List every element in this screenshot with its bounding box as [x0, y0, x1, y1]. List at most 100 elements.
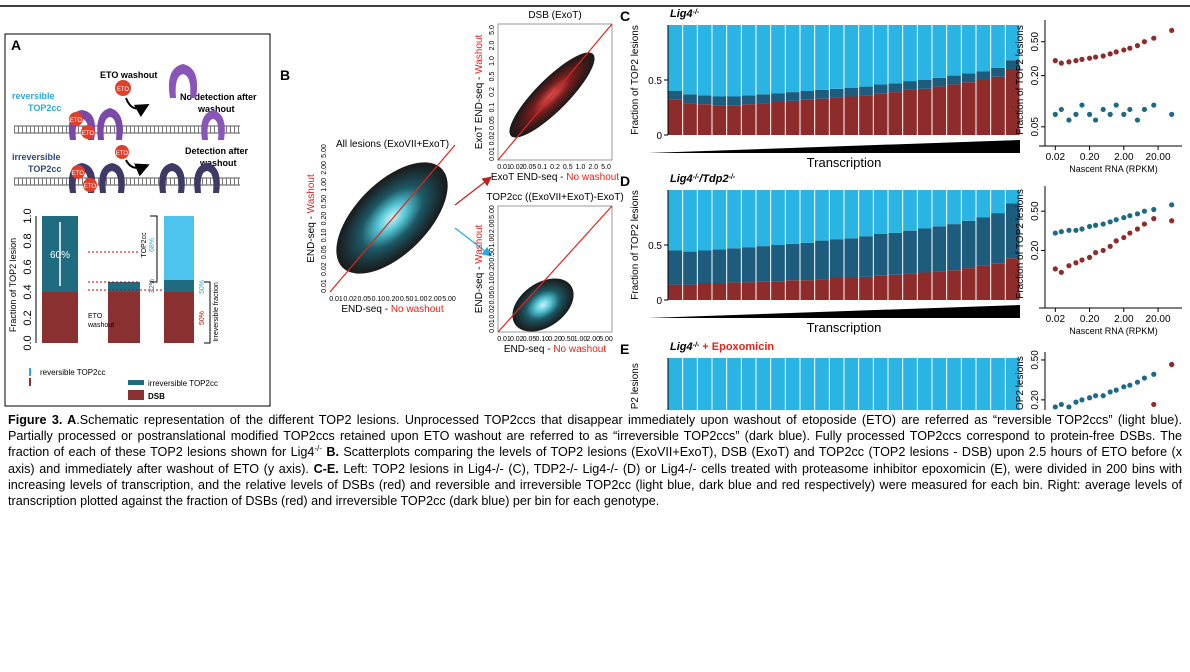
point [1169, 111, 1175, 117]
point [1107, 219, 1113, 225]
point [1127, 213, 1133, 219]
point [1058, 401, 1064, 408]
bar-segment [815, 98, 829, 135]
bar-segment [976, 190, 991, 218]
y-tick-label: 0.50 [1030, 350, 1041, 370]
x-tick-label: 2.00 [1114, 314, 1134, 325]
y-tick-label: 0.5 [648, 241, 662, 252]
y-tick-label: 0.1 [489, 103, 496, 113]
bar-segment [859, 358, 873, 410]
bar-segment [947, 190, 961, 225]
bar-segment [785, 280, 800, 300]
x-tick-label: 5.00 [599, 336, 613, 343]
label-part: Washout [306, 174, 317, 213]
bar-segment [932, 77, 947, 87]
title-part: Lig4 [670, 8, 693, 20]
bar-segment [844, 96, 859, 135]
point [1169, 202, 1175, 208]
y-tick-label: 5.0 [489, 25, 496, 35]
bar-segment [932, 226, 947, 272]
point [1079, 257, 1085, 263]
bar-segment [873, 275, 888, 300]
detection: washout [199, 158, 237, 168]
bar-segment [164, 280, 194, 292]
point [1151, 216, 1157, 222]
point [1086, 223, 1093, 230]
bar-segment [991, 263, 1005, 300]
density-cloud [512, 278, 574, 332]
title-part: -/- [693, 342, 700, 349]
y-tick-label: 0.05 [1030, 117, 1041, 137]
y-axis-label: ExoT END-seq - Washout [474, 35, 485, 150]
bar-segment [903, 358, 917, 410]
y-tick-label: 0.20 [1030, 240, 1041, 260]
point [1066, 404, 1072, 410]
point [1086, 55, 1093, 61]
bar-segment [683, 190, 697, 252]
point [1107, 389, 1113, 395]
bar-segment [164, 216, 194, 280]
y-tick-label: 0.5 [489, 72, 496, 82]
label-part: Washout [474, 225, 485, 264]
bar-segment [859, 236, 873, 277]
bar-segment [800, 190, 815, 243]
no-detection: washout [197, 104, 235, 114]
bar-segment [741, 358, 756, 410]
y-tick-label: 2.00 [489, 219, 496, 233]
bar-segment [668, 250, 683, 285]
y-tick-label: 0.05 [489, 291, 496, 305]
bar-segment [903, 273, 917, 300]
point [1086, 111, 1093, 117]
bar-segment [771, 281, 785, 300]
point [1073, 399, 1079, 405]
bar-segment [727, 25, 741, 97]
pct-label: 68% [149, 238, 156, 252]
bar-segment [903, 230, 917, 274]
bar-segment [1005, 60, 1020, 69]
y-axis-label: END-seq - Washout [474, 225, 485, 314]
x-tick-label: 0.02 [510, 336, 524, 343]
chart-title: Lig4-/- + Epoxomicin [670, 341, 774, 353]
title-part: Lig4 [670, 173, 693, 185]
bar-segment [741, 190, 756, 248]
bar-segment [756, 103, 771, 135]
point [1100, 106, 1106, 113]
bar-segment [976, 71, 991, 80]
label-part: Washout [474, 35, 485, 74]
bar-segment [771, 190, 785, 245]
bar-segment [903, 89, 917, 135]
x-tick-label: 0.10 [372, 296, 386, 303]
chart-title: Lig4-/-/Tdp2-/- [670, 173, 736, 185]
panel-a: A ETO washout reversible TOP2cc No detec… [4, 33, 271, 407]
point [1169, 27, 1175, 33]
panel-b: B All lesions (ExoVII+ExoT)0.010.010.020… [280, 10, 624, 355]
point [1127, 230, 1133, 236]
plot-frame [497, 23, 613, 161]
y-tick-label: 1.00 [321, 178, 328, 192]
eto-badges: ETO ETO ETO ETO ETO ETO [69, 80, 131, 192]
bar-segment [932, 358, 947, 410]
bar-segment [917, 272, 932, 300]
bar-segment [800, 99, 815, 135]
y-tick-label: 0.10 [489, 276, 496, 290]
label-part: ExoT END-seq - [474, 74, 485, 149]
point [1079, 102, 1085, 108]
x-tick-label: 20.00 [1146, 152, 1171, 163]
y-tick-label: 0.50 [1030, 201, 1041, 221]
bar-segment [829, 25, 844, 89]
bar-segment [668, 358, 683, 410]
y-axis-label: Fraction of TOP2 lesions [1015, 356, 1026, 410]
tick-label: 0.6 [22, 259, 34, 274]
bar-segment [756, 94, 771, 104]
bar-segment [932, 86, 947, 135]
y-axis-label: END-seq - Washout [306, 174, 317, 263]
panel-label: C [620, 8, 630, 24]
bar-segment [815, 358, 829, 410]
bar-segment [947, 224, 961, 271]
axes [1039, 20, 1182, 147]
bar-segment [108, 282, 140, 292]
bracket [150, 215, 211, 344]
bar-segment [859, 190, 873, 237]
y-axis-label: Fraction of TOP2 lesions [630, 25, 641, 135]
